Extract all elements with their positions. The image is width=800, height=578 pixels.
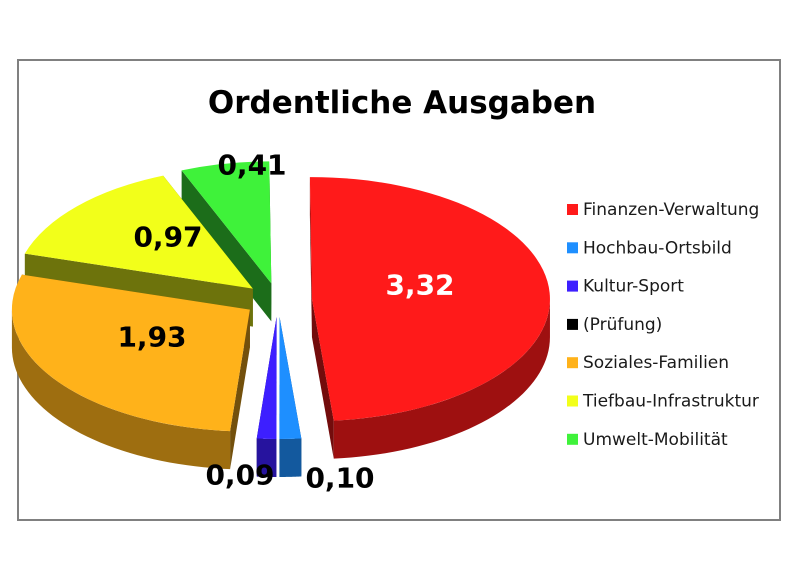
pie-slice-1 [279,316,302,477]
legend-entry-3: (Prüfung) [583,315,662,335]
legend-swatch-4 [567,357,578,369]
legend-swatch-0 [567,204,578,215]
chart-title: Ordentliche Ausgaben [208,85,596,121]
legend-entry-4: Soziales-Familien [583,353,729,373]
pie-slice-2 [256,316,277,477]
pie-slice-0 [309,177,550,459]
legend-swatch-6 [567,433,578,445]
legend-entry-6: Umwelt-Mobilität [583,430,728,450]
data-labels: 3,32 0,10 0,09 1,93 0,97 0,41 [117,149,454,495]
pie-slice-4 [11,274,250,470]
legend-entry-1: Hochbau-Ortsbild [583,238,732,258]
legend-swatch-3 [567,318,578,330]
legend: Finanzen-Verwaltung Hochbau-Ortsbild Kultu… [567,200,759,450]
legend-entry-5: Tiefbau-Infrastruktur [582,392,759,412]
legend-entry-2: Kultur-Sport [583,277,684,297]
legend-swatch-2 [567,280,578,292]
legend-entry-0: Finanzen-Verwaltung [583,200,759,220]
data-label-0: 3,32 [385,269,454,302]
data-label-1: 0,10 [305,462,374,495]
legend-swatch-1 [567,242,578,254]
data-label-2: 0,09 [205,459,274,492]
data-label-6: 0,41 [217,149,286,182]
data-label-5: 0,97 [133,221,202,254]
pie-slices [11,161,550,477]
data-label-4: 1,93 [117,321,186,354]
pie-slice-6 [181,161,272,322]
legend-swatch-5 [567,395,578,407]
